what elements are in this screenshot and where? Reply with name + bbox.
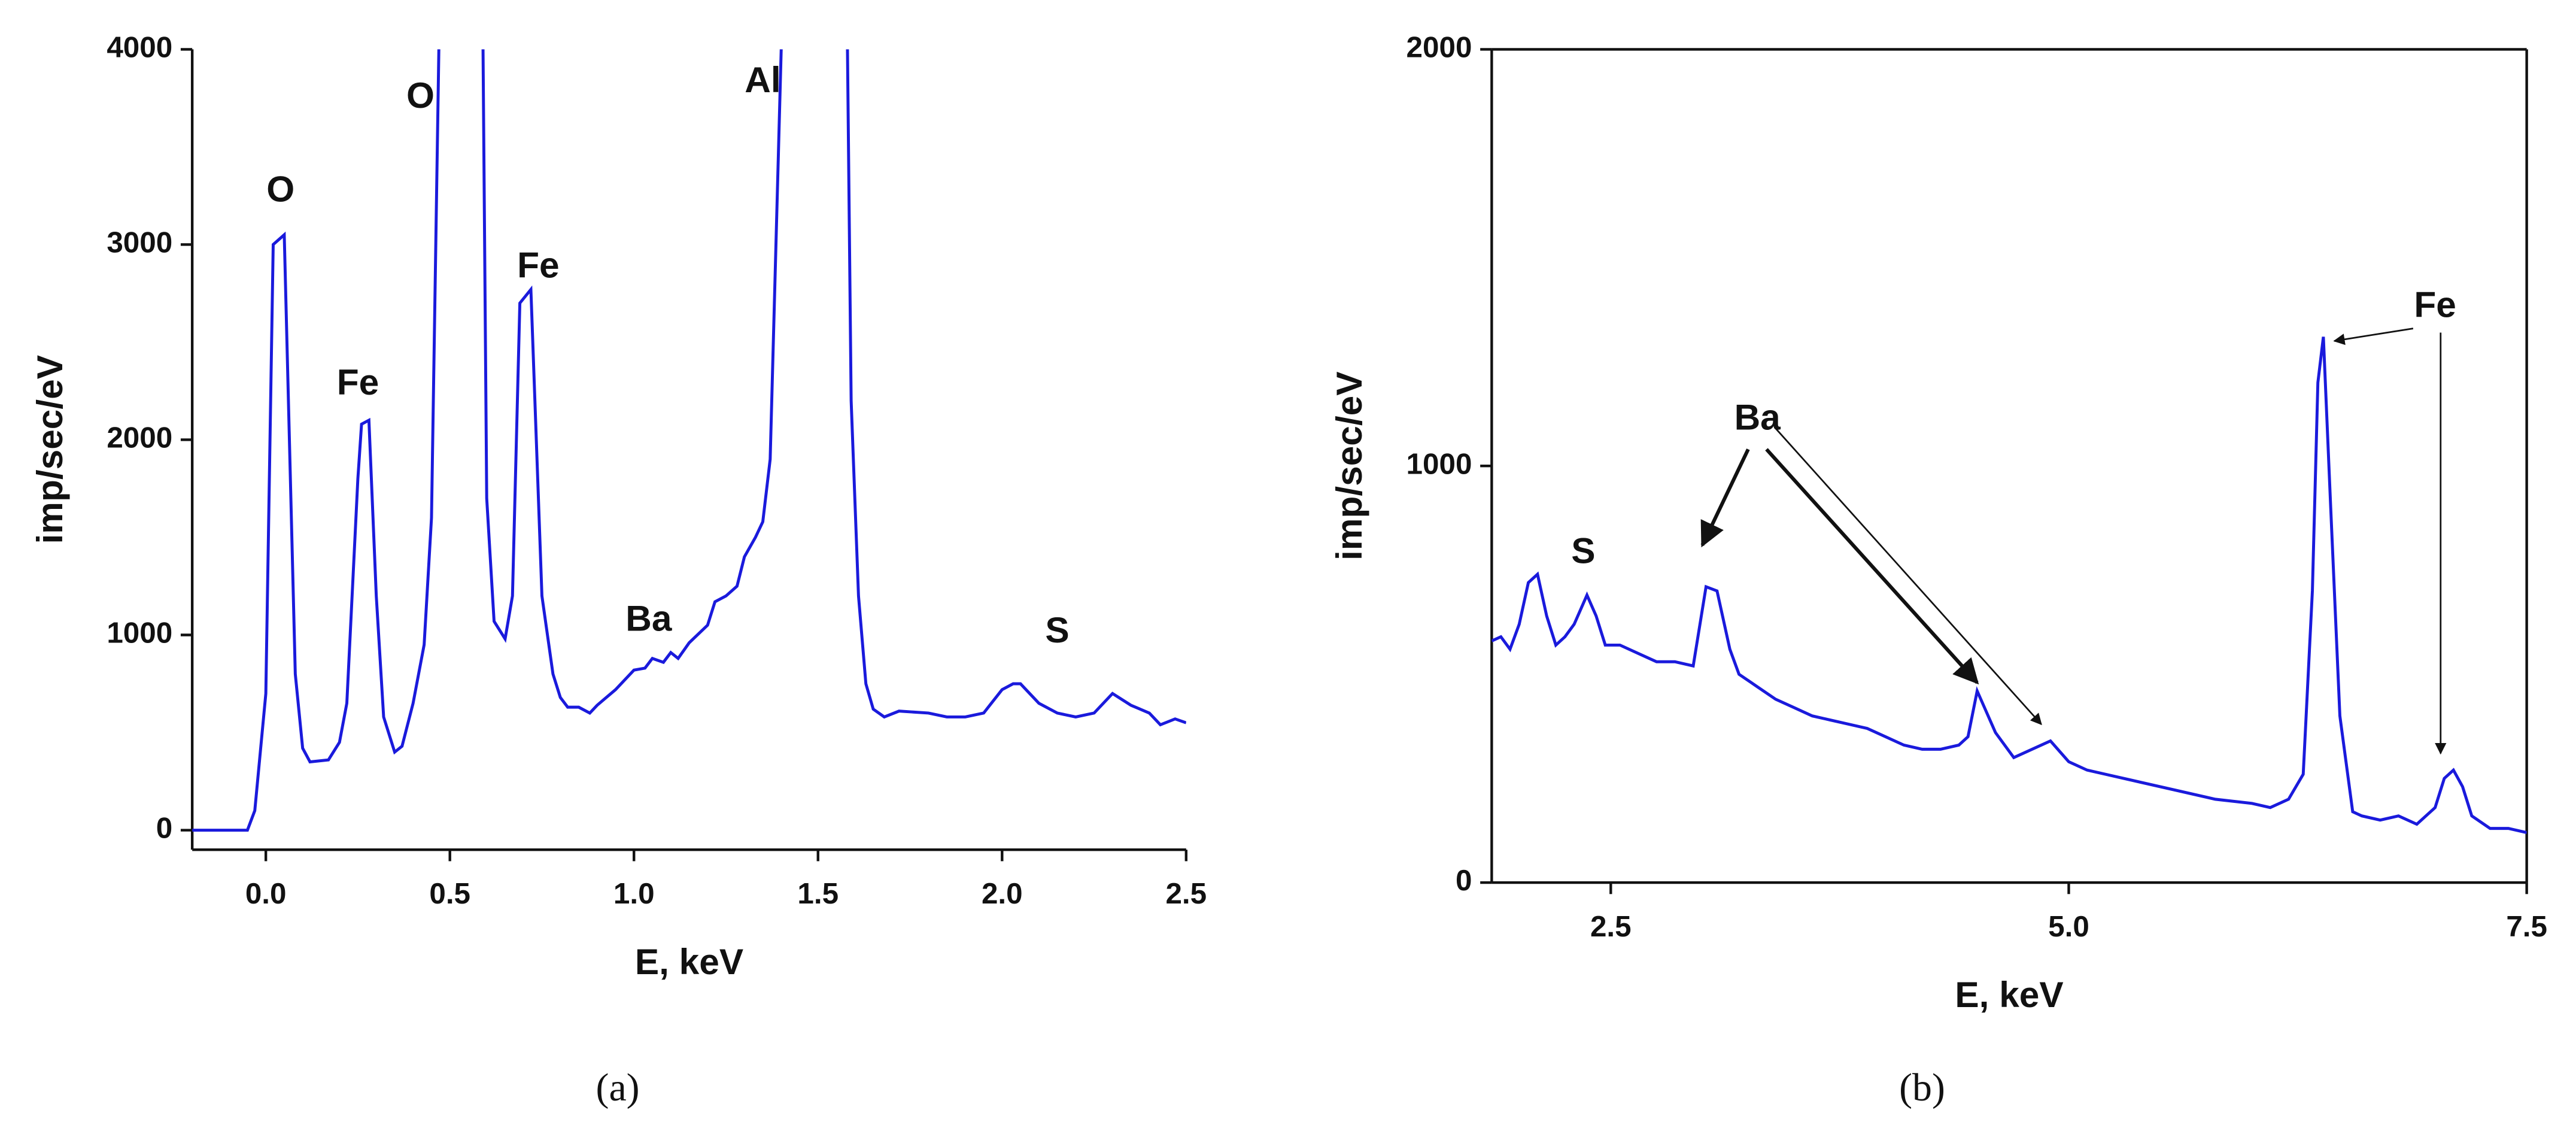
annotation-arrow: [1765, 448, 1979, 685]
y-tick-label: 1000: [107, 617, 172, 650]
peak-label: Fe: [517, 245, 559, 286]
annotation-arrow: [1775, 427, 2042, 726]
x-axis-label: E, keV: [635, 941, 743, 982]
y-tick-label: 0: [1456, 864, 1472, 897]
spectrum-line: [192, 49, 1186, 832]
panel-caption: (a): [596, 1066, 640, 1109]
peak-label: O: [266, 168, 294, 209]
x-tick-label: 2.0: [982, 877, 1023, 910]
x-tick-label: 2.5: [1590, 910, 1632, 943]
x-tick-label: 2.5: [1165, 877, 1207, 910]
y-tick-label: 3000: [107, 226, 172, 259]
y-tick-label: 2000: [107, 422, 172, 454]
x-tick-label: 0.0: [245, 877, 287, 910]
annotation-arrow: [1700, 448, 1750, 548]
spectrum-line: [1491, 336, 2527, 834]
peak-label: Al: [745, 59, 780, 100]
x-axis-label: E, keV: [1955, 974, 2063, 1015]
annotation-arrow: [2333, 328, 2414, 345]
y-tick-label: 2000: [1407, 31, 1472, 63]
x-tick-label: 1.5: [797, 877, 839, 910]
x-tick-label: 5.0: [2048, 910, 2089, 943]
y-axis-label: imp/sec/eV: [1329, 371, 1369, 560]
peak-label: S: [1571, 530, 1595, 571]
panel-caption: (b): [1899, 1066, 1945, 1109]
peak-label: Ba: [625, 598, 672, 639]
y-tick-label: 4000: [107, 31, 172, 63]
x-tick-label: 0.5: [429, 877, 470, 910]
peak-label: Fe: [2414, 284, 2456, 325]
peak-label: O: [406, 75, 435, 116]
y-tick-label: 0: [156, 812, 172, 845]
peak-label: Ba: [1734, 397, 1781, 438]
peak-label: Fe: [337, 362, 379, 402]
y-tick-label: 1000: [1407, 447, 1472, 480]
x-tick-label: 1.0: [613, 877, 655, 910]
x-tick-label: 7.5: [2506, 910, 2547, 943]
peak-label: S: [1045, 610, 1069, 650]
y-axis-label: imp/sec/eV: [29, 355, 70, 544]
